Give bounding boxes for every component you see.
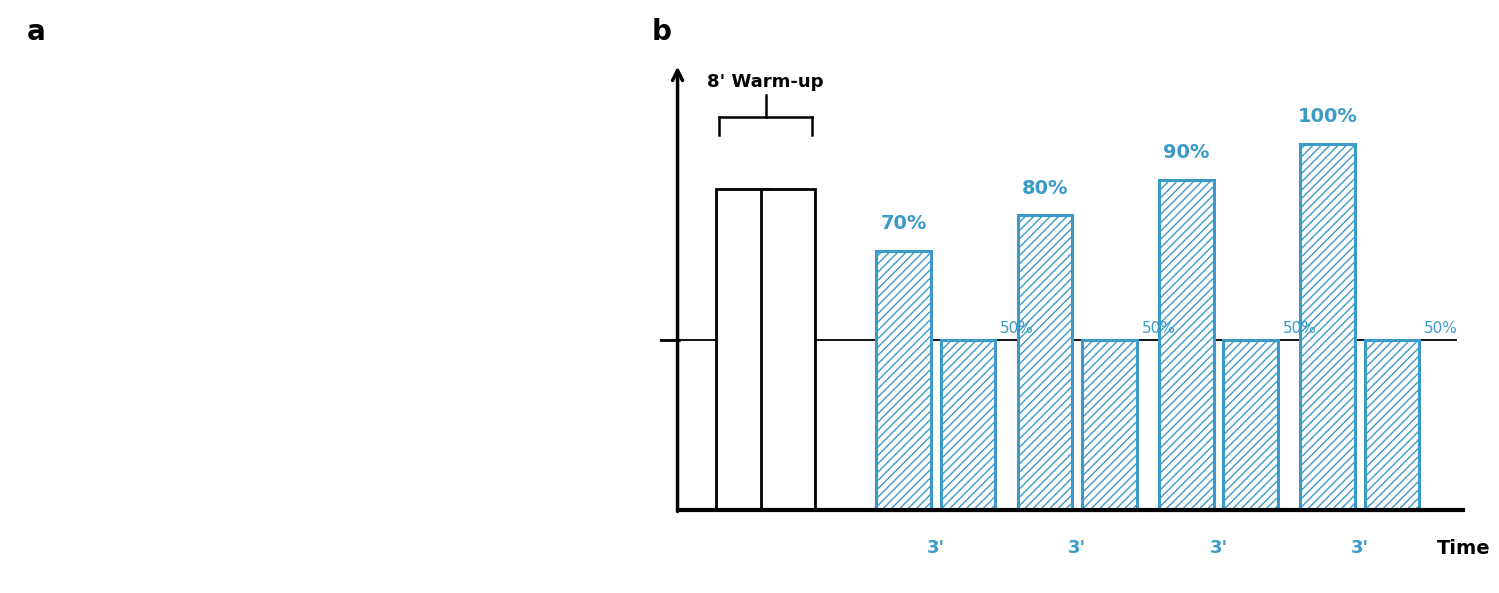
Bar (1082, 340, 1136, 510)
Text: 50%: 50% (1283, 321, 1318, 336)
Text: 3': 3' (926, 539, 944, 557)
Bar (941, 340, 995, 510)
Text: Time: Time (1438, 539, 1490, 558)
Text: b: b (652, 18, 672, 46)
Bar (760, 189, 815, 510)
Text: 3': 3' (1351, 539, 1369, 557)
Bar (717, 189, 770, 510)
Bar (1018, 215, 1072, 510)
Text: 50%: 50% (1142, 321, 1175, 336)
Bar (1300, 144, 1355, 510)
Bar (1159, 180, 1214, 510)
Text: 8' Warm-up: 8' Warm-up (708, 72, 824, 91)
Text: 50%: 50% (1424, 321, 1459, 336)
Text: 100%: 100% (1298, 107, 1358, 126)
Text: 70%: 70% (880, 214, 926, 233)
Text: 3': 3' (1069, 539, 1087, 557)
Text: 80%: 80% (1022, 178, 1069, 197)
Bar (1364, 340, 1420, 510)
Text: a: a (27, 18, 45, 46)
Text: 3': 3' (1210, 539, 1228, 557)
Text: 90%: 90% (1163, 143, 1210, 162)
Text: 50%: 50% (1000, 321, 1034, 336)
Bar (1223, 340, 1277, 510)
Bar (877, 251, 931, 510)
